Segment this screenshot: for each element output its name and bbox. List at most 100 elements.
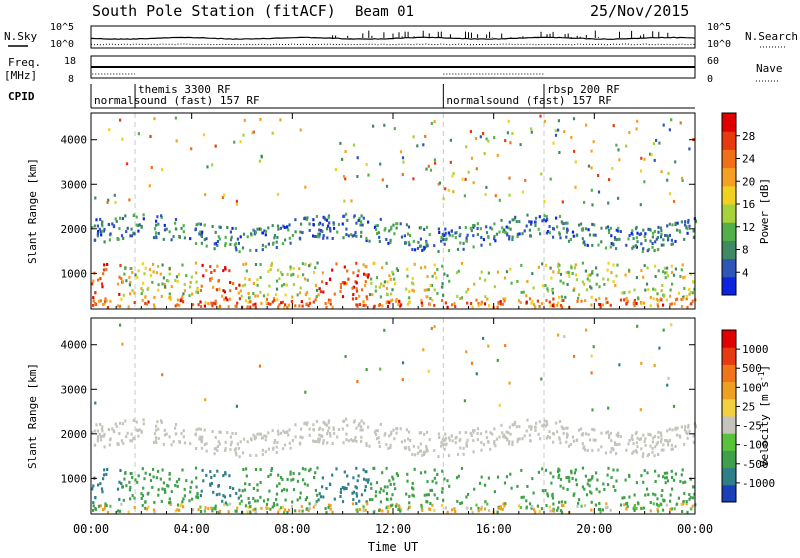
velocity-cell [266, 498, 270, 502]
power-cell [580, 227, 584, 231]
power-cell [343, 281, 346, 285]
power-cell [506, 131, 509, 135]
velocity-cell [273, 503, 276, 507]
power-cell [289, 241, 292, 245]
power-cell [365, 273, 368, 277]
power-cell [592, 140, 595, 144]
velocity-cell [316, 493, 319, 497]
velocity-cell [444, 436, 447, 440]
velocity-cell [685, 430, 688, 434]
velocity-cell [95, 423, 98, 427]
power-cell [676, 221, 679, 225]
velocity-cell [178, 477, 181, 481]
power-cell [665, 298, 668, 302]
power-cell [455, 271, 459, 275]
velocity-cell [343, 419, 346, 423]
velocity-cell [426, 480, 429, 484]
velocity-cell [329, 503, 332, 507]
power-cell [503, 276, 507, 280]
power-cell [133, 291, 136, 295]
power-cell [115, 219, 118, 223]
power-cell [94, 238, 97, 242]
power-cell [538, 305, 541, 308]
power-cell [347, 277, 350, 281]
velocity-cell [601, 508, 604, 512]
power-cell [575, 273, 578, 277]
velocity-cell [189, 485, 192, 489]
velocity-cell [351, 491, 354, 495]
velocity-cell [252, 487, 255, 490]
velocity-cell [607, 406, 610, 410]
power-cell [303, 277, 307, 281]
velocity-cell [504, 436, 507, 440]
velocity-cell [229, 502, 232, 506]
power-cell [116, 304, 119, 308]
power-cell [639, 169, 643, 173]
power-cell [276, 192, 280, 196]
velocity-cell [260, 506, 263, 510]
velocity-cell [631, 451, 634, 455]
power-cell [566, 228, 569, 232]
power-cell [568, 274, 571, 278]
power-cell [664, 234, 667, 237]
power-cell [276, 236, 279, 239]
power-cell [544, 263, 548, 267]
power-cell [526, 213, 529, 217]
velocity-cell [286, 510, 289, 514]
velocity-cell [694, 424, 697, 428]
power-cell [235, 202, 238, 206]
power-cell [365, 163, 368, 167]
power-cell [133, 232, 136, 236]
velocity-cell [640, 474, 643, 478]
power-cell [101, 229, 104, 233]
power-cell [688, 147, 691, 151]
power-cell [662, 123, 665, 127]
velocity-cell [636, 501, 640, 505]
velocity-cell [214, 447, 218, 451]
velocity-cell [520, 468, 523, 472]
velocity-cell [157, 488, 160, 492]
velocity-cell [413, 467, 416, 471]
velocity-cell [652, 492, 655, 496]
velocity-cell [214, 435, 217, 439]
power-cell [498, 198, 501, 202]
power-cell [243, 118, 246, 122]
power-cell [425, 244, 428, 248]
power-cell [538, 215, 541, 219]
power-cell [124, 266, 127, 270]
power-cell [378, 240, 381, 243]
velocity-cell [587, 433, 590, 437]
power-cell [298, 304, 301, 308]
velocity-cell [475, 503, 478, 507]
velocity-cell [234, 509, 237, 513]
velocity-cell [329, 434, 332, 438]
velocity-cell [105, 504, 108, 508]
power-cell [326, 236, 329, 240]
power-cell [636, 119, 639, 123]
velocity-cell [118, 432, 121, 435]
power-cell [200, 305, 203, 308]
power-cell [477, 301, 480, 305]
power-cell [401, 173, 404, 177]
power-data [91, 113, 698, 309]
velocity-cell [576, 438, 579, 442]
power-cell [597, 190, 601, 194]
power-cell [433, 263, 436, 267]
power-cell [689, 291, 692, 295]
power-cell [212, 285, 215, 289]
velocity-cell [687, 425, 690, 429]
velocity-cell [552, 475, 555, 479]
velocity-cell [254, 507, 257, 511]
power-cell [615, 274, 618, 278]
velocity-cell [470, 434, 473, 438]
colorbar-tick-label: -500 [742, 458, 769, 471]
velocity-cell [211, 430, 214, 433]
velocity-cell [390, 432, 393, 436]
velocity-cell [155, 424, 158, 428]
velocity-cell [249, 510, 252, 514]
power-cell [394, 299, 398, 303]
velocity-cell [300, 427, 303, 431]
power-cell [690, 302, 693, 306]
power-cell [557, 119, 560, 123]
power-cell [376, 224, 379, 228]
